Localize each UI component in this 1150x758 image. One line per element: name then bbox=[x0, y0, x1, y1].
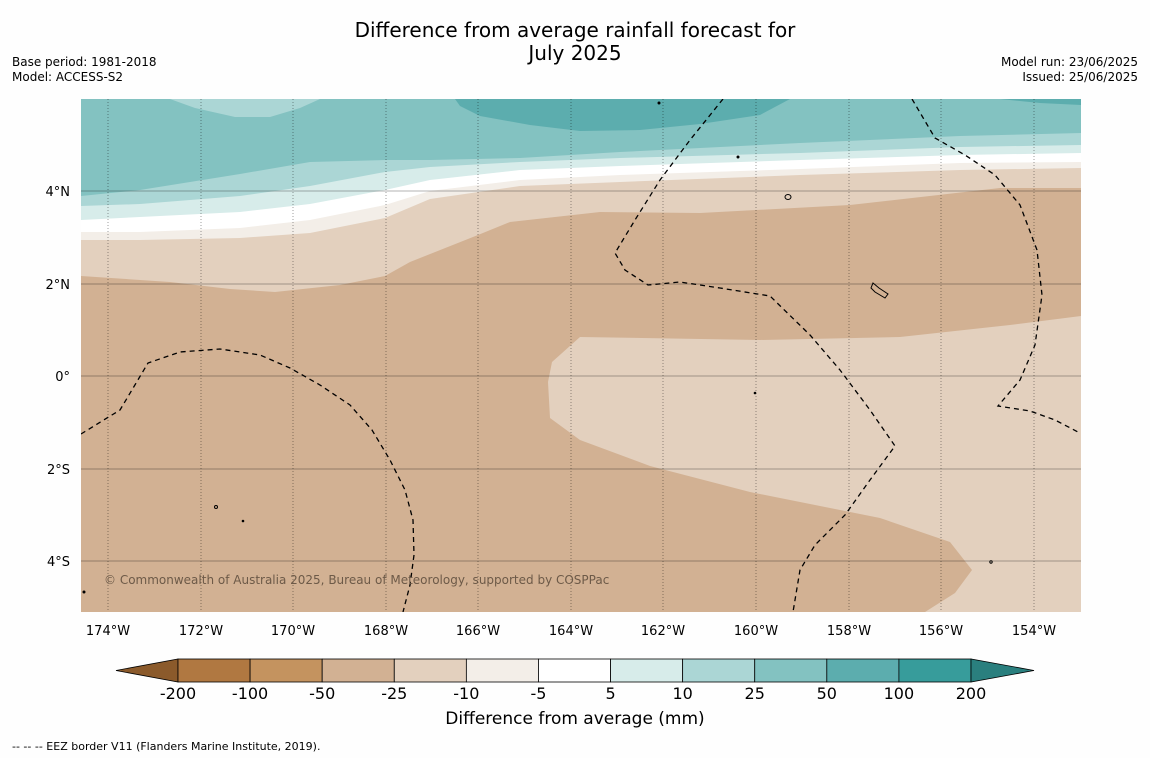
map-plot-area: © Commonwealth of Australia 2025, Bureau… bbox=[81, 99, 1081, 612]
lon-tick-158w: 158°W bbox=[827, 624, 871, 639]
title-line-2: July 2025 bbox=[528, 41, 622, 65]
island-4 bbox=[736, 155, 740, 159]
lat-tick-0: 0° bbox=[55, 370, 70, 385]
base-period: Base period: 1981-2018 bbox=[12, 55, 157, 69]
latitude-lines bbox=[81, 190, 1081, 562]
lon-tick-154w: 154°W bbox=[1012, 624, 1056, 639]
title-line-1: Difference from average rainfall forecas… bbox=[354, 18, 796, 42]
eez-border-west bbox=[81, 348, 415, 612]
islands bbox=[82, 101, 993, 594]
issued-date: Issued: 25/06/2025 bbox=[1022, 70, 1138, 84]
eez-legend-note: -- -- -- EEZ border V11 (Flanders Marine… bbox=[12, 740, 321, 753]
colorbar-segment bbox=[898, 658, 972, 683]
colorbar-tick-label: -100 bbox=[232, 684, 268, 703]
island-7 bbox=[989, 560, 993, 564]
copyright-notice: © Commonwealth of Australia 2025, Bureau… bbox=[104, 573, 609, 587]
lon-tick-170w: 170°W bbox=[271, 624, 315, 639]
colorbar-segment bbox=[826, 658, 900, 683]
colorbar-tick-label: 25 bbox=[745, 684, 765, 703]
colorbar-segment bbox=[610, 658, 684, 683]
anomaly-band-50-100-northeast bbox=[1000, 99, 1081, 105]
colorbar-extend-low bbox=[115, 658, 179, 683]
colorbar-segment bbox=[249, 658, 323, 683]
model-name: Model: ACCESS-S2 bbox=[12, 70, 124, 84]
colorbar-segment bbox=[538, 658, 611, 683]
colorbar-tick-label: 5 bbox=[605, 684, 615, 703]
colorbar-tick-label: -200 bbox=[160, 684, 196, 703]
eez-border-central bbox=[614, 99, 896, 612]
colorbar-title: Difference from average (mm) bbox=[445, 709, 705, 729]
colorbar-tick-label: 10 bbox=[672, 684, 692, 703]
colorbar-segment bbox=[177, 658, 251, 683]
colorbar-segment bbox=[321, 658, 395, 683]
lon-tick-162w: 162°W bbox=[641, 624, 685, 639]
colorbar-segment bbox=[682, 658, 756, 683]
anomaly-band-minus25-minus10-southeast bbox=[548, 316, 1081, 612]
island-1 bbox=[784, 194, 792, 200]
colorbar-tick-label: -50 bbox=[309, 684, 335, 703]
longitude-tick-labels: 174°W 172°W 170°W 168°W 166°W 164°W 162°… bbox=[86, 624, 1056, 639]
colorbar-extend-high bbox=[970, 658, 1035, 683]
eez-borders bbox=[81, 99, 1079, 612]
lon-tick-174w: 174°W bbox=[86, 624, 130, 639]
lon-tick-164w: 164°W bbox=[549, 624, 593, 639]
lat-tick-4n: 4°N bbox=[46, 185, 71, 200]
anomaly-band-50-100 bbox=[455, 99, 790, 131]
island-5 bbox=[214, 505, 218, 509]
lon-tick-156w: 156°W bbox=[919, 624, 963, 639]
lon-tick-168w: 168°W bbox=[364, 624, 408, 639]
island-9 bbox=[753, 391, 757, 395]
island-2 bbox=[870, 282, 889, 299]
lat-tick-2n: 2°N bbox=[46, 278, 71, 293]
chart-title: Difference from average rainfall forecas… bbox=[0, 19, 1150, 65]
colorbar-tick-label: -25 bbox=[381, 684, 407, 703]
meta-right: Model run: 23/06/2025 Issued: 25/06/2025 bbox=[1001, 55, 1138, 85]
colorbar-segment bbox=[393, 658, 467, 683]
island-6 bbox=[241, 519, 245, 523]
colorbar-tick-label: -5 bbox=[530, 684, 546, 703]
latitude-tick-labels: 4°N 2°N 0° 2°S 4°S bbox=[46, 185, 71, 570]
lon-tick-172w: 172°W bbox=[179, 624, 223, 639]
lon-tick-160w: 160°W bbox=[734, 624, 778, 639]
colorbar-tick-label: 50 bbox=[817, 684, 837, 703]
colorbar-tick-label: 200 bbox=[956, 684, 987, 703]
model-run: Model run: 23/06/2025 bbox=[1000, 55, 1138, 69]
meta-left: Base period: 1981-2018 Model: ACCESS-S2 bbox=[12, 55, 157, 85]
colorbar-tick-label: 100 bbox=[884, 684, 915, 703]
lon-tick-166w: 166°W bbox=[456, 624, 500, 639]
anomaly-band-25-50 bbox=[81, 99, 1081, 196]
island-8 bbox=[82, 590, 86, 594]
colorbar-segment bbox=[465, 658, 539, 683]
colorbar-tick-label: -10 bbox=[453, 684, 479, 703]
colorbar: -200 -100 -50 -25 -10 -5 5 10 25 50 100 200 bbox=[115, 658, 1035, 703]
lat-tick-2s: 2°S bbox=[47, 463, 70, 478]
colorbar-segment bbox=[754, 658, 828, 683]
lat-tick-4s: 4°S bbox=[47, 555, 70, 570]
island-3 bbox=[657, 101, 661, 105]
